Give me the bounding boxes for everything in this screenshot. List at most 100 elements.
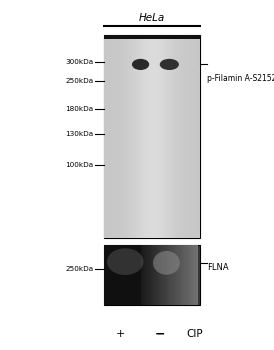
Bar	[160, 245, 161, 304]
Bar	[163, 35, 165, 238]
Bar	[171, 35, 173, 238]
Bar	[156, 245, 157, 304]
Bar	[182, 35, 184, 238]
Bar	[178, 35, 179, 238]
Bar	[157, 35, 158, 238]
Text: 100kDa: 100kDa	[65, 162, 93, 168]
Bar	[162, 245, 164, 304]
Bar	[146, 245, 147, 304]
Ellipse shape	[132, 59, 149, 70]
Bar	[170, 35, 171, 238]
Bar	[190, 245, 191, 304]
Bar	[128, 35, 130, 238]
Bar	[122, 35, 123, 238]
Bar	[112, 35, 114, 238]
Bar	[154, 35, 155, 238]
Bar	[153, 245, 154, 304]
Bar	[159, 245, 160, 304]
Bar	[104, 35, 106, 238]
Bar	[181, 245, 182, 304]
Text: +: +	[116, 329, 125, 339]
Bar	[197, 35, 198, 238]
Bar	[109, 35, 110, 238]
Bar	[145, 245, 146, 304]
Bar	[152, 245, 153, 304]
Bar	[133, 35, 135, 238]
Bar	[166, 35, 168, 238]
Text: CIP: CIP	[186, 329, 203, 339]
Bar	[117, 35, 118, 238]
Bar	[106, 35, 107, 238]
Bar	[188, 245, 189, 304]
Bar	[173, 35, 175, 238]
Bar	[147, 35, 149, 238]
Bar	[104, 245, 142, 304]
Bar	[158, 245, 159, 304]
Bar	[189, 35, 190, 238]
Bar	[166, 245, 167, 304]
Bar	[185, 245, 187, 304]
Bar	[152, 35, 154, 238]
Bar	[150, 245, 151, 304]
Bar	[177, 245, 179, 304]
Bar	[198, 35, 200, 238]
Bar	[162, 35, 163, 238]
Text: 250kDa: 250kDa	[65, 266, 93, 272]
Bar	[114, 35, 115, 238]
Bar	[196, 245, 197, 304]
Bar	[197, 245, 198, 304]
Bar	[173, 245, 174, 304]
Bar	[194, 35, 195, 238]
Bar	[118, 35, 120, 238]
Ellipse shape	[153, 251, 180, 275]
Bar	[182, 245, 183, 304]
Ellipse shape	[160, 59, 179, 70]
Bar	[176, 35, 178, 238]
Bar	[115, 35, 117, 238]
Bar	[141, 35, 142, 238]
Text: 250kDa: 250kDa	[65, 78, 93, 84]
Bar	[136, 35, 138, 238]
Bar	[110, 35, 112, 238]
Bar	[157, 245, 158, 304]
Bar	[184, 35, 186, 238]
Bar	[161, 245, 162, 304]
Bar	[150, 35, 152, 238]
Bar	[149, 35, 150, 238]
Bar	[143, 245, 144, 304]
Bar	[176, 245, 177, 304]
Bar	[187, 245, 188, 304]
Bar	[179, 245, 180, 304]
Bar	[131, 35, 133, 238]
Bar	[170, 245, 172, 304]
Bar	[184, 245, 185, 304]
Bar	[149, 245, 150, 304]
Bar	[174, 245, 175, 304]
Bar	[168, 35, 170, 238]
Bar	[127, 35, 128, 238]
Bar	[192, 245, 193, 304]
Bar	[169, 245, 170, 304]
Bar	[164, 245, 165, 304]
Bar	[142, 245, 143, 304]
Bar	[158, 35, 160, 238]
Bar	[160, 35, 162, 238]
Bar	[165, 245, 166, 304]
Bar	[141, 245, 142, 304]
Bar	[107, 35, 109, 238]
Bar	[144, 35, 146, 238]
Bar	[168, 245, 169, 304]
Bar	[120, 35, 122, 238]
Bar	[135, 35, 136, 238]
Bar	[130, 35, 131, 238]
Bar	[172, 245, 173, 304]
Bar	[186, 35, 187, 238]
Text: 300kDa: 300kDa	[65, 60, 93, 65]
Bar	[189, 245, 190, 304]
Bar	[123, 35, 125, 238]
Text: HeLa: HeLa	[139, 13, 165, 23]
Bar	[104, 35, 200, 39]
Bar	[104, 245, 200, 304]
Bar	[125, 35, 127, 238]
Text: 180kDa: 180kDa	[65, 106, 93, 112]
